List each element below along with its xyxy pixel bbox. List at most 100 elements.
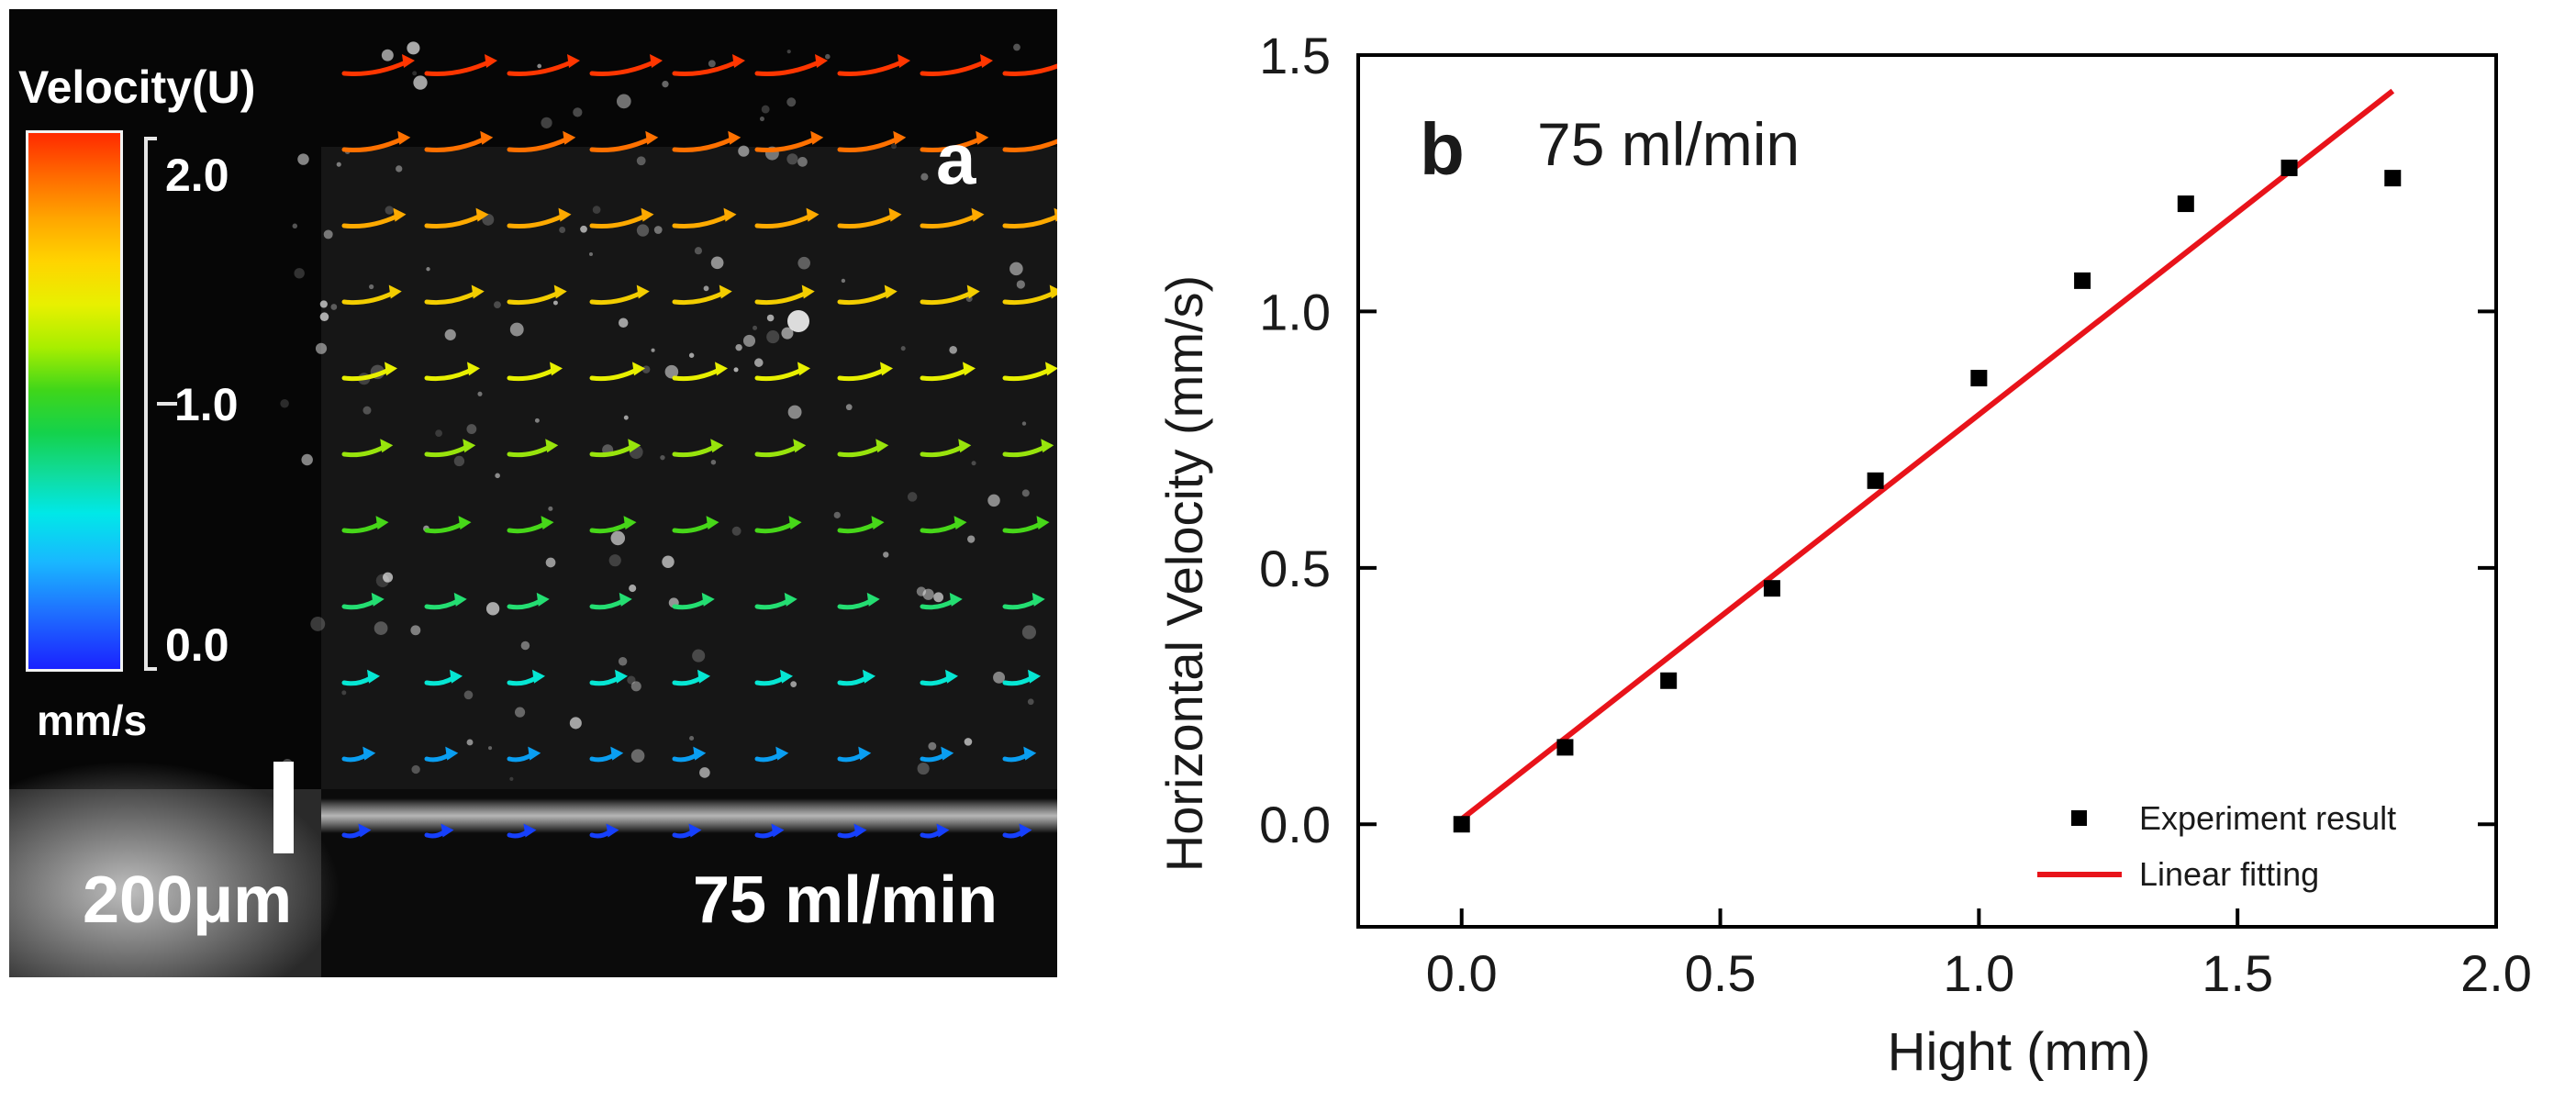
- particle-speckle: [629, 585, 637, 593]
- particle-speckle: [766, 330, 780, 344]
- velocity-arrow-head: [367, 669, 380, 684]
- particle-speckle: [630, 749, 645, 763]
- particle-speckle: [841, 278, 846, 284]
- particle-speckle: [907, 492, 918, 502]
- velocity-arrow-head: [453, 592, 467, 607]
- velocity-arrow: [507, 214, 564, 228]
- y-axis-label: Horizontal Velocity (mm/s): [1155, 275, 1213, 872]
- velocity-arrow-head: [402, 54, 415, 68]
- velocity-arrow: [341, 137, 404, 152]
- particle-speckle: [548, 506, 553, 511]
- particle-speckle: [618, 657, 628, 666]
- particle-speckle: [922, 588, 934, 600]
- particle-speckle: [964, 738, 973, 746]
- velocity-arrow: [837, 137, 899, 152]
- velocity-arrow-head: [375, 516, 389, 530]
- velocity-arrow-head: [853, 823, 867, 838]
- particle-speckle: [1027, 698, 1034, 706]
- velocity-arrow-head: [645, 130, 659, 145]
- particle-speckle: [485, 602, 500, 616]
- particle-speckle: [753, 325, 758, 330]
- particle-speckle: [573, 107, 583, 117]
- particle-speckle: [703, 285, 709, 292]
- velocity-arrow: [920, 214, 977, 228]
- particle-speckle: [336, 162, 341, 167]
- velocity-arrow: [920, 291, 974, 306]
- panel-letter-a: a: [936, 118, 976, 199]
- legend-label-fit: Linear fitting: [2139, 855, 2319, 893]
- particle-speckle: [920, 173, 929, 181]
- velocity-arrow-head: [780, 669, 793, 684]
- velocity-arrow-head: [610, 746, 624, 761]
- colorbar-min-label: 0.0: [165, 619, 229, 671]
- velocity-arrow-head: [553, 284, 567, 299]
- velocity-arrow-head: [541, 516, 554, 530]
- velocity-arrow-head: [875, 439, 889, 453]
- y-tick-label: 1.5: [1259, 27, 1331, 84]
- particle-speckle: [396, 165, 403, 173]
- particle-speckle: [1009, 262, 1023, 276]
- particle-speckle: [534, 418, 540, 423]
- particle-speckle: [477, 391, 483, 396]
- velocity-arrow-head: [650, 54, 663, 68]
- velocity-arrow-head: [1041, 439, 1054, 453]
- particle-speckle: [949, 346, 957, 354]
- particle-speckle: [280, 398, 289, 408]
- particle-speckle: [987, 494, 1000, 507]
- velocity-arrow: [754, 521, 795, 534]
- particle-speckle: [362, 406, 372, 415]
- fit-line: [1459, 88, 2395, 822]
- velocity-arrow: [672, 291, 726, 306]
- velocity-arrow-head: [445, 746, 459, 761]
- particle-speckle: [616, 94, 631, 109]
- velocity-arrow: [424, 521, 464, 534]
- velocity-arrow-head: [693, 746, 707, 761]
- particle-speckle: [662, 80, 669, 88]
- particle-speckle: [787, 310, 809, 332]
- particle-speckle: [463, 690, 474, 700]
- velocity-arrow: [672, 598, 708, 610]
- data-point: [1970, 370, 1988, 387]
- velocity-arrow-head: [458, 516, 472, 530]
- velocity-arrow: [754, 291, 808, 306]
- particle-speckle: [1016, 280, 1025, 289]
- scale-bar: [273, 762, 294, 853]
- velocity-arrow: [1002, 214, 1057, 228]
- velocity-arrow: [424, 214, 482, 228]
- panel-letter-b: b: [1420, 108, 1465, 190]
- particle-speckle: [520, 641, 530, 651]
- velocity-arrow: [837, 60, 904, 76]
- velocity-arrow: [1002, 139, 1057, 152]
- velocity-arrow-head: [532, 669, 545, 684]
- particle-speckle: [341, 690, 347, 696]
- colorbar-unit: mm/s: [37, 696, 148, 744]
- velocity-vs-height-chart: 0.0 0.5 1.0 1.5 2.00.00.51.01.5 b 75 ml/min …: [1155, 27, 2532, 1082]
- velocity-arrow: [341, 291, 396, 306]
- particle-speckle: [766, 314, 775, 322]
- velocity-arrow-head: [810, 130, 824, 145]
- x-tick-label: 1.5: [2202, 944, 2273, 1002]
- particle-speckle: [933, 592, 944, 603]
- velocity-arrow-head: [358, 823, 372, 838]
- data-point: [1453, 816, 1470, 833]
- velocity-arrow-head: [380, 439, 394, 453]
- data-point: [2384, 170, 2402, 187]
- velocity-arrow: [837, 367, 887, 382]
- particle-speckle: [509, 776, 514, 781]
- velocity-arrow-head: [632, 362, 645, 376]
- particle-speckle: [466, 739, 474, 746]
- particle-speckle: [383, 572, 394, 583]
- particle-speckle: [664, 364, 679, 379]
- velocity-arrow-head: [440, 823, 454, 838]
- particle-speckle: [444, 329, 456, 340]
- x-tick-label: 0.5: [1685, 944, 1756, 1002]
- velocity-arrow: [754, 60, 821, 76]
- particle-speckle: [967, 535, 976, 543]
- particle-speckle: [330, 304, 338, 310]
- velocity-arrow-head: [1019, 823, 1032, 838]
- velocity-arrow-head: [1036, 516, 1050, 530]
- particle-speckle: [891, 143, 898, 150]
- velocity-arrow: [672, 521, 712, 534]
- velocity-arrow: [507, 598, 543, 610]
- particle-speckle: [385, 206, 394, 215]
